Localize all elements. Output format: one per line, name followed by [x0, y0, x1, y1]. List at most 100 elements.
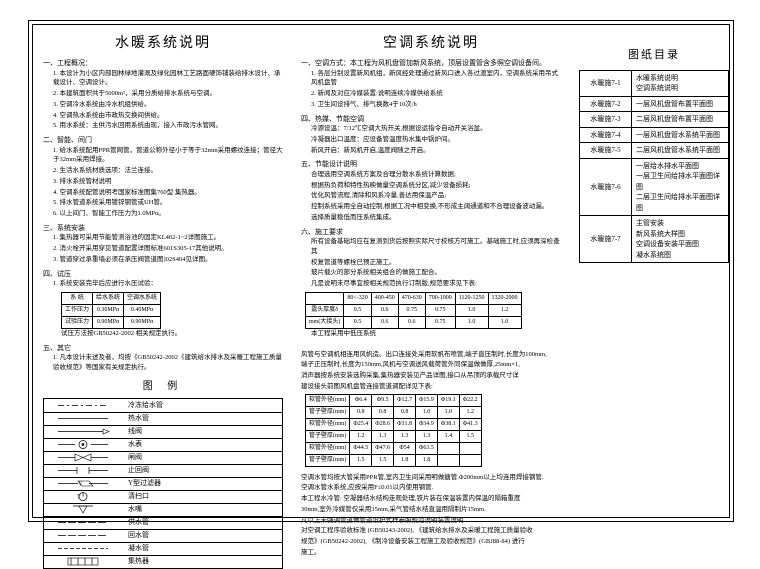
legend-row: 水表: [44, 438, 282, 451]
paragraph: 30mm,室外冷媒管仅采用35mm,采气管结水结直温用隔制片15mm.: [301, 505, 561, 515]
catalog-desc: 主管安装新风系统大样图空调设备安装平面图凝水系统图: [632, 216, 729, 263]
catalog-desc: 二层风机盘管布置平面图: [632, 112, 729, 128]
legend-label: 闸阀: [122, 452, 282, 463]
paragraph: 风管与空调机相连用风帆造。出口连接处采用软帆布喷管,端子直压制时,长度为100m…: [301, 350, 561, 360]
legend-row: Y Y型过滤器: [44, 477, 282, 490]
legend-label: 供水管: [122, 517, 282, 528]
legend-label: 热水管: [122, 413, 282, 424]
section-item: 6. 以上间门、智能工作压力为1.0MPα。: [43, 209, 283, 219]
column-plumbing: 水暖系统说明 一、工程概况：1. 本设计为小区内部园林绿地灌溉及绿化园林工艺路面…: [43, 33, 283, 569]
catalog-row: 水暖施7-6一层给水排水平面图一层卫生间给排水平面图详图二层卫生间给排水平面图详…: [580, 158, 729, 216]
legend-row: 冷冻给水管: [44, 399, 282, 412]
legend-label: Y型过滤器: [122, 478, 282, 489]
legend-symbol: [44, 400, 122, 411]
section-item: 4. 空调热水系统由市政热交换间供给。: [43, 111, 283, 121]
line-solid-icon: [53, 413, 113, 424]
line-cond-icon: [53, 543, 113, 554]
legend-row: 凝水管: [44, 542, 282, 555]
section-item: 1. 凡本设计未述及者，均按《GB50242-2002《建筑给水排水及采暖工程施…: [43, 353, 283, 373]
section-item: 1. 系统安装完毕后应进行水压试验：: [43, 279, 283, 289]
legend-symbol: [44, 465, 122, 476]
section-head: 一、工程概况：: [43, 58, 283, 69]
section-head: 一、空调方式：本工程为风机盘管加新风系统，顶层设置管含多照空调设备间。: [301, 58, 561, 69]
catalog-desc: 一层给水排水平面图一层卫生间给排水平面图详图二层卫生间给排水平面图详图: [632, 158, 729, 216]
legend-symbol: [44, 556, 122, 567]
legend-label: 回水管: [122, 530, 282, 541]
catalog-desc: 一层风机盘管水系统平面图: [632, 127, 729, 143]
legend-symbol: [44, 426, 122, 437]
section-head: 五、节能设计说明: [301, 159, 561, 170]
section-item: 2. 本建筑面积共于5000m²，采用分质给排水系统与空调。: [43, 89, 283, 99]
catalog-row: 水暖施7-4一层风机盘管水系统平面图: [580, 127, 729, 143]
legend-row: + 供水管: [44, 516, 282, 529]
paragraph: 建设接头前图风机盘管连接管道调配详见下表:: [301, 382, 561, 392]
section-item: 优化风管流程,清除和风系冷量,善达用保温产品;: [301, 191, 561, 201]
section-item: 冷凝器出口温度：应设备管温度热水集中锅炉间。: [301, 135, 561, 145]
col1-title: 水暖系统说明: [43, 33, 283, 54]
catalog-desc: 水暖系统说明空调系统说明: [632, 70, 729, 96]
legend-symbol: [44, 452, 122, 463]
legend-row: 闸阀: [44, 451, 282, 464]
catalog-row: 水暖施7-5二层风机盘管水系统平面图: [580, 143, 729, 159]
legend-symbol: [44, 543, 122, 554]
legend-row: T清扫口: [44, 490, 282, 503]
section-item: 2. 生活水系统材质选项：法兰连接。: [43, 166, 283, 176]
legend-symbol: [44, 413, 122, 424]
section-head: 六、施工要求: [301, 227, 561, 238]
section-item: 冷源设温：7/12℃空调大热开关,根据设运指令自动开关浴盆。: [301, 124, 561, 134]
section-item: 玻片载火的部分系统相关组合的做施工配合。: [301, 268, 561, 278]
legend-row: 回水管: [44, 529, 282, 542]
legend-label: 冷冻给水管: [122, 400, 282, 411]
legend-row: 集热器: [44, 555, 282, 568]
svg-text:T: T: [77, 495, 81, 501]
pressure-table: 系 统给水系统空调水系统工作压力0.30MPα0.40MPα试验压力0.90MP…: [61, 292, 161, 329]
catalog-desc: 一层风机盘管布置平面图: [632, 96, 729, 112]
legend-symbol: T: [44, 491, 122, 502]
legend-title: 图 例: [43, 379, 283, 394]
section-item: 5. 用水系统：主供污水回用系统由现，接入市政污水管网。: [43, 121, 283, 131]
paragraph: 规范》(GB50242-2002), 《制冷设备安装工程施工及验收规范》(GBJ…: [301, 537, 561, 547]
arrow-down-open-icon: [53, 504, 113, 515]
thick-note: 本工程采用中低压系统: [301, 329, 561, 339]
paragraph: 空调水管水系统,应按采用F≤0.01以内使用钢管.: [301, 483, 561, 493]
paragraph: 空调水管均按大管采用PPR管,室内卫生间采用明做搪管.Φ200mm以上均连用焊接…: [301, 473, 561, 483]
y-filter-icon: Y: [53, 478, 113, 489]
catalog-row: 水暖施7-1水暖系统说明空调系统说明: [580, 70, 729, 96]
section-head: 三、系统安装: [43, 223, 283, 234]
legend-symbol: +: [44, 517, 122, 528]
section-item: 4. 空调系统配管说明考国家标准图集760型 集热器。: [43, 188, 283, 198]
section-item: 3. 排水系统管材说明: [43, 177, 283, 187]
legend-label: 集热器: [122, 556, 282, 567]
paragraph: 凡以上未强调管道做管道设护式样参照规范说明装置说明.: [301, 516, 561, 526]
bowtie-icon: [53, 452, 113, 463]
paragraph: 消声器按系统安装选购采集,集热器安装见产品详图,接口从吊顶的承载尺寸详: [301, 371, 561, 381]
section-item: 选择质量稳低而压系统集成。: [301, 213, 561, 223]
paragraph: 端子正压制时,长度为150mm,风机与空调送风载荷管外同保温做做厚,25mm×1…: [301, 360, 561, 370]
legend-row: 线阀: [44, 425, 282, 438]
legend-symbol: [44, 504, 122, 515]
catalog-row: 水暖施7-3二层风机盘管布置平面图: [580, 112, 729, 128]
svg-text:Y: Y: [78, 482, 83, 488]
section-item: 根据热负荷和特性热映做量空调系统分区,减少设备损耗;: [301, 181, 561, 191]
paragraph: 对空调工程序验收标准 (GB50243-2002), 《建筑给水排水及采暖工程施…: [301, 526, 561, 536]
legend-row: 水嘴: [44, 503, 282, 516]
catalog-table: 水暖施7-1水暖系统说明空调系统说明水暖施7-2一层风机盘管布置平面图水暖施7-…: [579, 70, 729, 264]
section-item: 1. 各层分别设置新风机组，新风经处理通过新风口进入各过渡室内，空调系统采用吊式…: [301, 69, 561, 89]
circle-dot-icon: [53, 439, 113, 450]
paragraph: 本工程水冷管: 空凝器结水结构走观处理,铁片装在保温装置内保温的隔箱重度: [301, 494, 561, 504]
line-ch-icon: +: [53, 517, 113, 528]
catalog-row: 水暖施7-7主管安装新风系统大样图空调设备安装平面图凝水系统图: [580, 216, 729, 263]
section-item: 2. 新闻及对应冷媒装置:说明连续冷媒供给系统: [301, 89, 561, 99]
section-item: 3. 管道穿过承重墙必须在承压阀管道图]02S404见详图。: [43, 255, 283, 265]
legend-label: 水表: [122, 439, 282, 450]
section-item: 控制系统采用全自动控制,根据工况中相变换,不形成主阔通道和不合理设备波动漏。: [301, 202, 561, 212]
catalog-num: 水暖施7-7: [580, 216, 632, 263]
section-item: 校复管道等螺栓已预正施工。: [301, 258, 561, 268]
legend-symbol: [44, 530, 122, 541]
catalog-num: 水暖施7-4: [580, 127, 632, 143]
legend-row: 热水管: [44, 412, 282, 425]
legend-table: 冷冻给水管热水管线阀水表闸阀止回阀YY型过滤器T清扫口水嘴+供水管回水管凝水管集…: [43, 398, 283, 569]
section-head: 五、其它: [43, 343, 283, 354]
legend-label: 凝水管: [122, 543, 282, 554]
section-item: 所有设备基础均应在复测到货后按照实际尺寸校核方可施工。基础施工时,应须再深检查其: [301, 237, 561, 257]
